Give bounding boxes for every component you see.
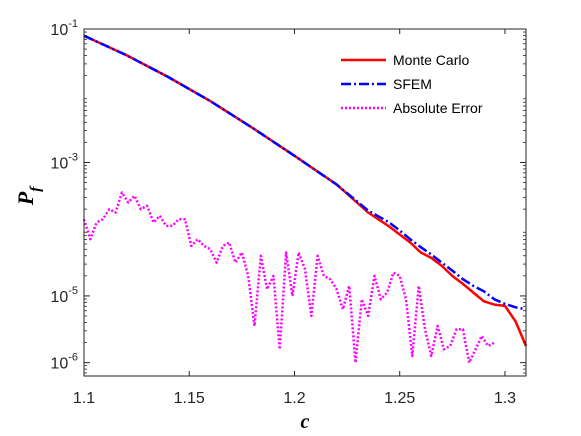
x-tick-label: 1.1 xyxy=(73,390,95,407)
axes-frame xyxy=(83,28,527,377)
x-axis-title: c xyxy=(301,411,310,433)
y-tick-label: 10-6 xyxy=(50,352,78,373)
x-tick-label: 1.15 xyxy=(174,390,205,407)
x-tick-label: 1.2 xyxy=(283,390,305,407)
series-layer xyxy=(82,34,528,364)
y-tick-label: 10-3 xyxy=(50,151,78,172)
svg-text:Pf: Pf xyxy=(13,185,44,206)
y-tick-label: 10-1 xyxy=(50,18,78,39)
legend-label-absolute-error: Absolute Error xyxy=(393,100,483,116)
legend: Monte Carlo SFEM Absolute Error xyxy=(332,45,518,122)
legend-label-monte-carlo: Monte Carlo xyxy=(393,52,469,68)
series-line-sfem xyxy=(83,34,527,311)
y-axis-title: Pf xyxy=(13,185,44,206)
tick-labels: 1.1 1.15 1.2 1.25 1.3 10-1 10-3 10-5 10-6 xyxy=(50,18,516,407)
y-axis-title-main: P xyxy=(13,191,38,206)
x-tick-label: 1.3 xyxy=(494,390,516,407)
y-tick-label: 10-5 xyxy=(50,285,78,306)
axes-layer xyxy=(83,28,527,377)
y-axis-title-subscript: f xyxy=(28,185,44,192)
x-tick-label: 1.25 xyxy=(384,390,415,407)
legend-label-sfem: SFEM xyxy=(393,76,432,92)
